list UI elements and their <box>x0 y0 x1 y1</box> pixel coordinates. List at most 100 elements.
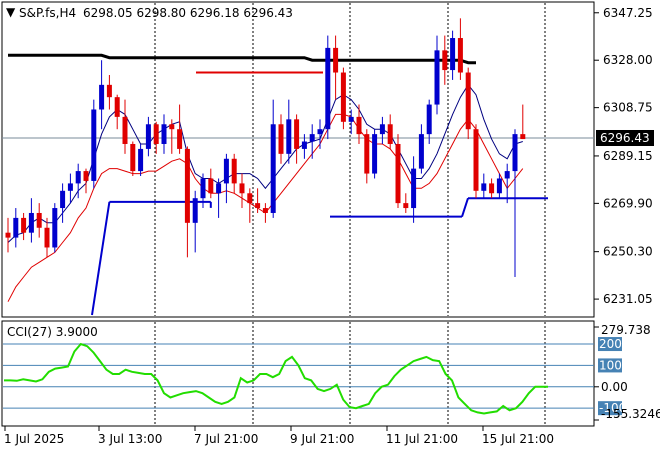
candle-body <box>138 148 144 172</box>
candle-body <box>434 50 440 105</box>
collapse-marker-icon[interactable]: ▼ <box>6 5 16 19</box>
candle-body <box>489 183 495 194</box>
time-tick-label: 9 Jul 21:00 <box>290 432 354 446</box>
candle-body <box>372 134 378 174</box>
candle-body <box>473 129 479 191</box>
candle-body <box>309 134 315 142</box>
candle-body <box>418 134 424 169</box>
candle-body <box>67 183 73 191</box>
candle-body <box>348 116 354 122</box>
candle-body <box>504 171 510 179</box>
candle-body <box>153 124 159 144</box>
candle-body <box>192 198 198 223</box>
candle-body <box>83 171 89 181</box>
cci-tick-label: 279.738 <box>601 323 651 337</box>
candle-body <box>28 212 34 233</box>
ohlc-values: 6298.05 6298.80 6296.18 6296.43 <box>83 6 293 20</box>
price-axis: 6347.25 6328.00 6308.75 6289.15 6269.90 6250.… <box>594 6 654 306</box>
candle-body <box>270 124 276 213</box>
cci-tick-label: -155.3246 <box>601 407 660 421</box>
main-plot-frame <box>1 1 595 318</box>
candle-body <box>208 178 214 194</box>
candle-body <box>496 178 502 194</box>
candle-body <box>317 129 323 135</box>
candles <box>5 18 526 278</box>
candle-body <box>5 232 11 238</box>
candle-body <box>395 143 401 204</box>
stop-level-step <box>461 197 469 217</box>
candle-body <box>223 158 229 184</box>
candle-body <box>184 148 190 223</box>
stop-level-ramp <box>91 201 111 316</box>
candle-body <box>75 171 81 184</box>
price-tick-label: 6347.25 <box>603 6 653 20</box>
candle-body <box>356 116 362 135</box>
candle-body <box>403 203 409 209</box>
candle-body <box>44 227 50 248</box>
symbol-title: S&P.fs,H4 <box>19 6 76 20</box>
candle-body <box>13 217 19 238</box>
candle-body <box>169 124 175 130</box>
cci-tick-label: 0.00 <box>601 380 628 394</box>
candle-body <box>457 38 463 73</box>
candle-body <box>91 109 97 181</box>
candle-body <box>177 129 183 149</box>
candle-body <box>512 134 518 172</box>
time-tick-label: 7 Jul 21:00 <box>194 432 258 446</box>
candle-body <box>520 134 526 140</box>
time-tick-label: 15 Jul 21:00 <box>482 432 554 446</box>
cci-level-tag <box>598 401 622 416</box>
price-tick-label: 6231.05 <box>603 292 653 306</box>
candle-body <box>99 84 105 110</box>
price-tick-label: 6308.75 <box>603 101 653 115</box>
candle-body <box>231 158 237 184</box>
price-tick-label: 6250.30 <box>603 245 653 259</box>
cci-level-tag <box>598 358 622 373</box>
candle-body <box>333 47 339 73</box>
candle-body <box>247 193 253 204</box>
candle-body <box>387 124 393 144</box>
candle-body <box>465 72 471 130</box>
candle-body <box>340 72 346 122</box>
candle-body <box>114 97 120 117</box>
time-tick-label: 1 Jul 2025 <box>4 432 64 446</box>
candle-body <box>60 190 66 209</box>
cci-tick-label: 200 <box>599 337 622 351</box>
price-tick-label: 6328.00 <box>603 53 653 67</box>
time-tick-label: 3 Jul 13:00 <box>98 432 162 446</box>
candle-body <box>239 183 245 194</box>
candle-body <box>262 208 268 213</box>
candle-body <box>130 143 136 172</box>
candle-body <box>255 203 261 209</box>
current-price-label: 6296.43 <box>600 131 650 145</box>
slow-ma-line <box>8 53 476 65</box>
candle-body <box>481 183 487 191</box>
candle-body <box>301 141 307 149</box>
candle-body <box>364 134 370 174</box>
candle-body <box>161 124 167 144</box>
candle-body <box>294 119 300 149</box>
candle-body <box>286 119 292 154</box>
candle-body <box>36 212 42 228</box>
price-tick-label: 6289.15 <box>603 149 653 163</box>
candle-body <box>450 38 456 71</box>
candle-body <box>122 116 128 144</box>
candle-body <box>52 208 58 248</box>
candle-body <box>442 50 448 71</box>
time-tick-label: 11 Jul 21:00 <box>386 432 458 446</box>
candle-body <box>325 47 331 130</box>
cci-level-tag <box>598 337 622 352</box>
cci-line <box>4 342 548 415</box>
cci-tick-label: -100 <box>599 401 626 415</box>
candle-body <box>145 124 151 149</box>
candle-body <box>278 124 284 154</box>
candle-body <box>379 124 385 135</box>
candle-body <box>216 183 222 194</box>
candle-body <box>411 168 417 209</box>
candle-body <box>106 84 112 98</box>
candle-body <box>426 104 432 135</box>
price-tick-label: 6269.90 <box>603 196 653 210</box>
